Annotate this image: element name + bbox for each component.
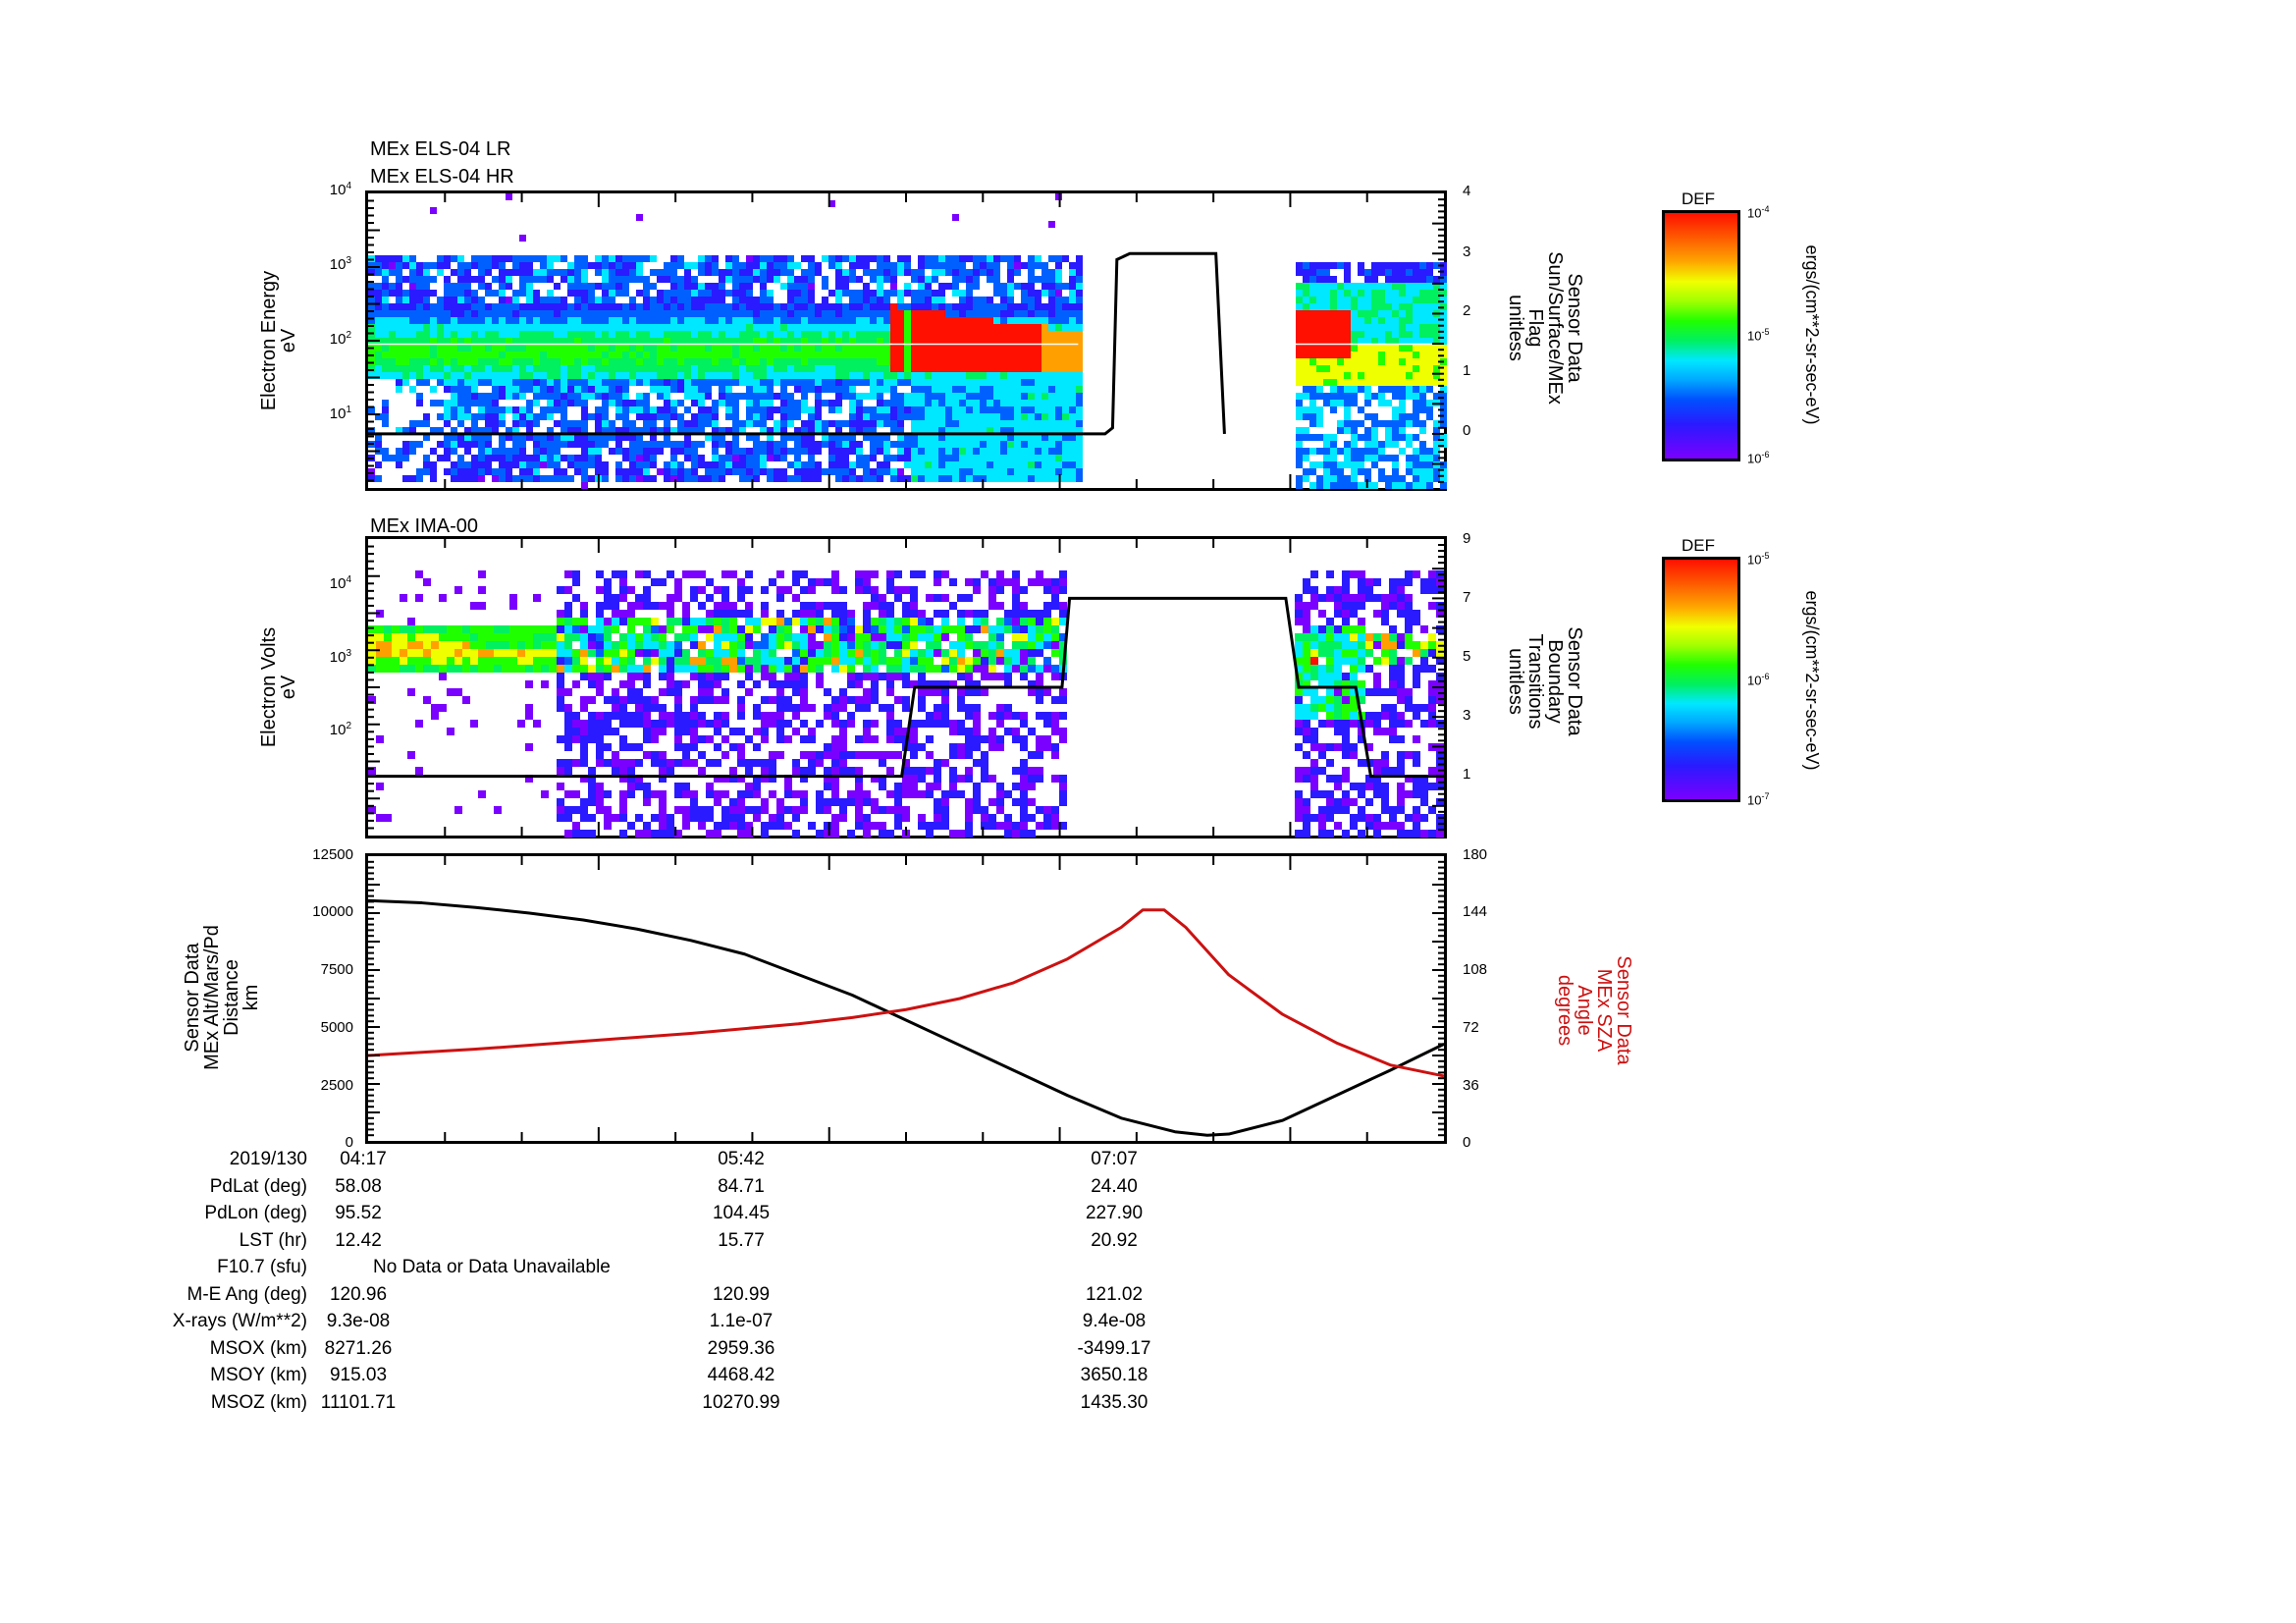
ephemeris-value: 227.90	[1085, 1203, 1144, 1223]
ephemeris-value: 4468.42	[707, 1365, 775, 1385]
ephemeris-value: 12.42	[335, 1229, 382, 1251]
ephemeris-value: 10270.99	[702, 1391, 780, 1413]
ephemeris-value: 58.08	[335, 1175, 382, 1197]
p1-ytick-1e4: 104	[329, 181, 351, 198]
cb1-tick-bot: 10-6	[1747, 450, 1770, 466]
ephemeris-value: 120.96	[329, 1283, 388, 1305]
ephemeris-value: 20.92	[1091, 1229, 1138, 1251]
p2-y2tick-1: 1	[1463, 766, 1471, 783]
ephemeris-value: -3499.17	[1077, 1337, 1151, 1359]
p3-ytick-10000: 10000	[312, 903, 353, 920]
panel2-title: MEx IMA-00	[370, 515, 479, 537]
ephemeris-time-2: 07:07	[1091, 1149, 1138, 1169]
p1-y2tick-4: 4	[1463, 183, 1471, 199]
colorbar-2	[1662, 557, 1740, 802]
p3-y2tick-144: 144	[1463, 903, 1488, 920]
ephemeris-row-label: X-rays (W/m**2)	[172, 1311, 307, 1331]
ephemeris-value: 2959.36	[707, 1337, 775, 1359]
ephemeris-value: 1.1e-07	[709, 1311, 774, 1331]
p1-y2tick-0: 0	[1463, 422, 1471, 439]
p3-y2tick-108: 108	[1463, 961, 1488, 978]
p1-y2tick-3: 3	[1463, 243, 1471, 260]
distance-sza-panel	[365, 853, 1447, 1144]
ephemeris-value: 104.45	[712, 1203, 771, 1223]
els-spectrogram-plot	[368, 193, 1447, 489]
cb2-tick-bot: 10-7	[1747, 791, 1770, 808]
ephemeris-value: 84.71	[718, 1175, 765, 1197]
ephemeris-time-1: 05:42	[718, 1149, 765, 1169]
p3-ytick-12500: 12500	[312, 846, 353, 863]
cb2-tick-mid: 10-6	[1747, 672, 1770, 688]
p3-ytick-2500: 2500	[320, 1077, 353, 1094]
ephemeris-value: 1435.30	[1080, 1391, 1148, 1413]
colorbar-1	[1662, 210, 1740, 461]
ephemeris-value: 3650.18	[1080, 1365, 1148, 1385]
p1-y2tick-2: 2	[1463, 302, 1471, 319]
ephemeris-value: 915.03	[329, 1365, 388, 1385]
cb1-units-label: ergs/(cm**2-sr-sec-eV)	[1802, 244, 1822, 425]
ephemeris-row-label: LST (hr)	[239, 1229, 307, 1251]
ima-spectrogram-panel	[365, 536, 1447, 839]
p3-y2label: Sensor Data MEx SZA Angle degrees	[1554, 955, 1634, 1065]
ephemeris-value: 95.52	[335, 1203, 382, 1223]
ima-spectrogram-plot	[368, 539, 1444, 838]
p3-y2tick-0: 0	[1463, 1134, 1471, 1151]
p1-y2label: Sensor Data Sun/Surface/MEx Flag unitless	[1505, 251, 1585, 405]
p2-y2tick-5: 5	[1463, 648, 1471, 665]
p2-y2label: Sensor Data Boundary Transitions unitless	[1505, 626, 1585, 736]
panel1-title-lr: MEx ELS-04 LR	[370, 138, 511, 160]
p2-ytick-1e3: 103	[329, 648, 351, 666]
p2-ytick-1e4: 104	[329, 574, 351, 592]
p1-ylabel: Electron Energy eV	[258, 270, 299, 411]
ephemeris-time-0: 04:17	[340, 1149, 387, 1169]
p1-ytick-1e3: 103	[329, 255, 351, 273]
cb2-units-label: ergs/(cm**2-sr-sec-eV)	[1802, 590, 1822, 771]
distance-sza-plot	[367, 856, 1445, 1141]
ephemeris-row-label: MSOY (km)	[210, 1365, 307, 1385]
p3-y2tick-72: 72	[1463, 1019, 1479, 1036]
ephemeris-value: 24.40	[1091, 1175, 1138, 1197]
ephemeris-value: 11101.71	[320, 1391, 397, 1413]
els-spectrogram-panel	[365, 190, 1447, 491]
p3-ytick-0: 0	[345, 1134, 353, 1151]
ephemeris-row-label: PdLon (deg)	[204, 1203, 307, 1223]
ephemeris-value: 9.3e-08	[326, 1311, 391, 1331]
p2-y2tick-9: 9	[1463, 530, 1471, 547]
ephemeris-row-label: M-E Ang (deg)	[187, 1283, 308, 1305]
p3-ylabel: Sensor Data MEx Alt/Mars/Pd Distance km	[182, 925, 262, 1070]
cb1-tick-mid: 10-5	[1747, 327, 1770, 344]
p1-ytick-1e1: 101	[329, 405, 351, 422]
p1-ytick-1e2: 102	[329, 330, 351, 348]
ephemeris-value: 9.4e-08	[1082, 1311, 1147, 1331]
p3-ytick-7500: 7500	[320, 961, 353, 978]
cb1-tick-top: 10-4	[1747, 204, 1770, 221]
ephemeris-value: 15.77	[718, 1229, 765, 1251]
p2-ylabel: Electron Volts eV	[258, 626, 299, 748]
p2-y2tick-3: 3	[1463, 707, 1471, 724]
p3-ytick-5000: 5000	[320, 1019, 353, 1036]
ephemeris-value: 121.02	[1085, 1283, 1144, 1305]
panel1-title-hr: MEx ELS-04 HR	[370, 166, 514, 188]
ephemeris-date: 2019/130	[229, 1149, 307, 1169]
p3-y2tick-180: 180	[1463, 846, 1488, 863]
cb1-title: DEF	[1682, 189, 1715, 208]
ephemeris-no-data-note: No Data or Data Unavailable	[373, 1257, 611, 1277]
cb2-tick-top: 10-5	[1747, 551, 1770, 568]
p2-y2tick-7: 7	[1463, 589, 1471, 606]
ephemeris-value: 120.99	[712, 1283, 771, 1305]
ephemeris-row-label: MSOX (km)	[209, 1337, 307, 1359]
ephemeris-value: 8271.26	[324, 1337, 393, 1359]
ephemeris-row-label: F10.7 (sfu)	[217, 1257, 307, 1277]
ephemeris-row-label: MSOZ (km)	[210, 1391, 307, 1413]
cb2-title: DEF	[1682, 536, 1715, 555]
p2-ytick-1e2: 102	[329, 721, 351, 738]
p1-y2tick-1: 1	[1463, 362, 1471, 379]
p3-y2tick-36: 36	[1463, 1077, 1479, 1094]
ephemeris-row-label: PdLat (deg)	[209, 1175, 307, 1197]
